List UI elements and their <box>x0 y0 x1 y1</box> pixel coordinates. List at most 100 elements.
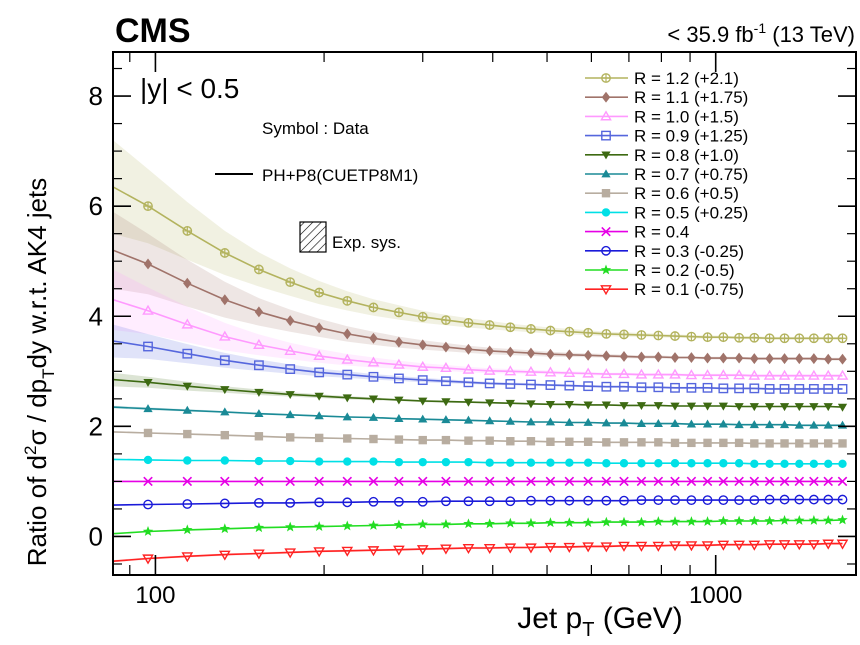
data-point <box>441 496 451 507</box>
data-point <box>394 336 404 348</box>
data-point <box>254 264 264 275</box>
data-point <box>795 439 804 448</box>
data-point <box>602 350 611 362</box>
data-point <box>182 524 193 535</box>
data-point <box>182 405 192 414</box>
data-point <box>794 476 805 487</box>
data-point <box>464 343 473 355</box>
data-point <box>619 350 629 362</box>
legend-label: R = 0.9 (+1.25) <box>634 127 748 146</box>
data-point <box>464 436 473 445</box>
data-point <box>464 457 473 467</box>
legend-label: R = 0.8 (+1.0) <box>634 146 739 165</box>
legend-marker <box>601 130 611 141</box>
data-point <box>779 333 790 344</box>
data-point <box>462 543 475 555</box>
data-point <box>653 402 663 411</box>
data-point <box>564 326 575 337</box>
data-point <box>750 459 759 468</box>
legend-entry: R = 0.4 <box>585 223 689 242</box>
data-point <box>394 307 404 318</box>
data-point <box>342 394 352 403</box>
data-point <box>654 438 663 447</box>
data-point <box>341 353 354 364</box>
data-point <box>182 348 193 359</box>
data-point <box>368 371 379 382</box>
data-point <box>417 496 428 507</box>
data-point <box>637 438 646 447</box>
data-point <box>823 420 833 429</box>
data-point <box>564 417 574 426</box>
data-point <box>463 398 474 407</box>
data-point <box>794 384 805 394</box>
data-point <box>618 368 630 379</box>
data-point <box>394 396 404 405</box>
y-tick-label: 8 <box>89 81 103 111</box>
data-point <box>525 365 537 376</box>
data-point <box>285 315 295 327</box>
data-point <box>764 384 775 394</box>
data-point <box>485 436 494 445</box>
data-point <box>182 476 193 487</box>
data-point <box>342 476 353 487</box>
data-point <box>779 515 790 525</box>
data-point <box>719 352 728 364</box>
data-point <box>703 438 712 448</box>
data-point <box>220 476 230 487</box>
legend-entry: R = 0.7 (+0.75) <box>585 165 748 184</box>
data-point <box>824 353 833 365</box>
legend-label: R = 0.4 <box>634 223 689 242</box>
data-point <box>526 476 536 487</box>
data-point <box>142 554 154 565</box>
data-point <box>285 521 296 532</box>
data-point <box>505 379 516 389</box>
data-point <box>220 407 230 416</box>
sys-band-3 <box>113 324 843 390</box>
data-point <box>765 439 774 448</box>
data-point <box>780 459 789 468</box>
data-point <box>182 382 192 391</box>
legend-marker <box>600 285 612 296</box>
data-point <box>685 541 698 552</box>
data-point <box>254 388 264 397</box>
data-point <box>670 352 680 364</box>
data-point <box>583 401 593 410</box>
data-point <box>143 476 153 487</box>
data-point <box>394 496 404 507</box>
data-point <box>418 414 428 423</box>
data-point <box>546 437 555 446</box>
data-point <box>601 381 612 392</box>
data-point <box>583 495 594 506</box>
data-point <box>808 333 819 344</box>
x-tick-label: 1000 <box>689 582 742 609</box>
data-point <box>505 496 516 507</box>
legend-entry: R = 1.2 (+2.1) <box>585 69 739 88</box>
data-point <box>619 438 629 447</box>
data-point <box>526 417 536 426</box>
data-point <box>143 428 153 438</box>
data-point <box>284 548 297 559</box>
data-point <box>142 526 154 536</box>
data-point <box>838 353 847 365</box>
luminosity-label: < 35.9 fb-1 (13 TeV) <box>667 20 855 47</box>
legend-marker <box>601 245 611 256</box>
data-point <box>506 437 515 446</box>
data-point <box>764 494 775 505</box>
data-point <box>837 333 848 344</box>
data-point <box>702 516 713 527</box>
data-point <box>618 541 630 552</box>
data-point <box>463 518 474 529</box>
data-point <box>393 519 405 530</box>
data-point <box>342 369 353 380</box>
data-point <box>313 547 326 558</box>
data-point <box>462 363 475 374</box>
data-point <box>565 437 574 446</box>
data-point <box>418 457 427 467</box>
data-point <box>600 368 613 379</box>
data-point <box>544 366 557 377</box>
data-point <box>764 403 775 412</box>
data-point <box>368 476 379 487</box>
data-point <box>583 458 593 467</box>
data-point <box>441 415 451 424</box>
data-point <box>750 439 759 448</box>
